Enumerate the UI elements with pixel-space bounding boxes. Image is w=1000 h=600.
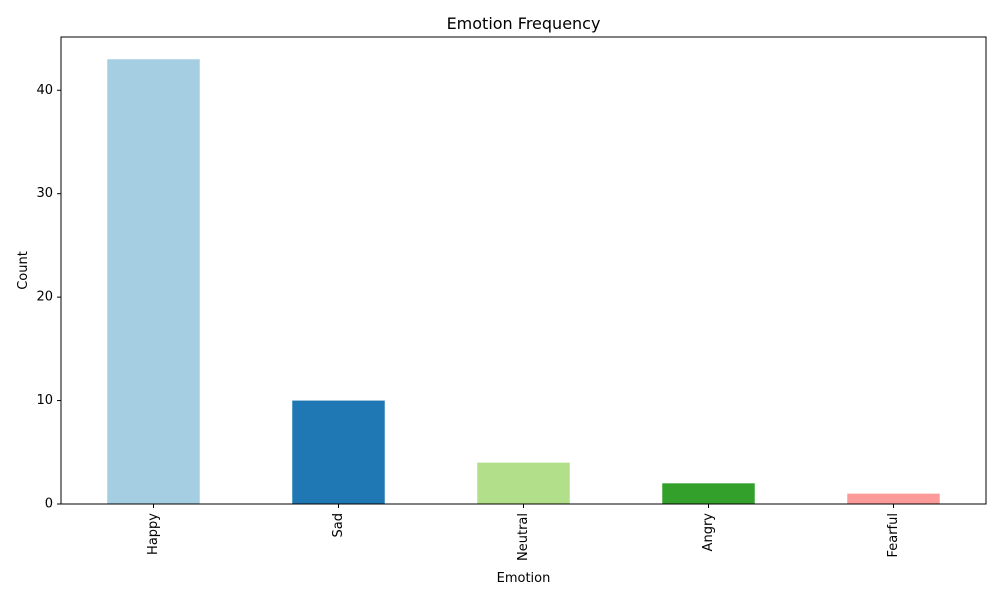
plot-frame — [60, 36, 987, 505]
x-tick-label-sad: Sad — [331, 513, 346, 537]
x-tick-label-fearful: Fearful — [886, 513, 901, 558]
bar-angry — [662, 483, 755, 504]
x-tick-label-angry: Angry — [701, 513, 716, 552]
y-tick-label-40: 40 — [36, 83, 53, 98]
bar-sad — [292, 400, 385, 504]
bar-fearful — [847, 493, 940, 504]
bar-happy — [107, 59, 200, 504]
bar-neutral — [477, 462, 570, 504]
x-axis-label: Emotion — [497, 571, 551, 586]
chart-title: Emotion Frequency — [447, 14, 601, 33]
x-tick-label-neutral: Neutral — [516, 513, 531, 561]
y-axis: 0 10 20 30 40 — [36, 83, 61, 512]
y-tick-label-20: 20 — [36, 290, 53, 305]
y-tick-label-10: 10 — [36, 393, 53, 408]
x-tick-label-happy: Happy — [146, 513, 161, 555]
x-axis: Happy Sad Neutral Angry Fearful — [146, 504, 901, 561]
y-axis-label: Count — [16, 251, 31, 290]
bars-group — [107, 59, 940, 504]
y-tick-label-30: 30 — [36, 186, 53, 201]
y-tick-label-0: 0 — [45, 497, 53, 512]
